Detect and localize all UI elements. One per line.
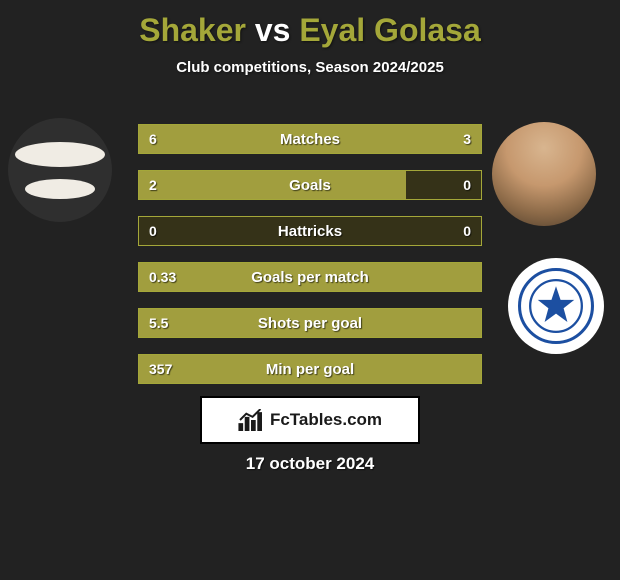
stat-label: Matches xyxy=(139,131,481,148)
stat-label: Min per goal xyxy=(139,361,481,378)
stat-value-right: 3 xyxy=(463,131,471,147)
player1-avatar xyxy=(8,118,112,222)
stat-label: Shots per goal xyxy=(139,315,481,332)
player2-name: Eyal Golasa xyxy=(299,12,480,48)
player1-name: Shaker xyxy=(139,12,246,48)
page-title: Shaker vs Eyal Golasa xyxy=(0,0,620,49)
player2-club-badge xyxy=(508,258,604,354)
brand-link[interactable]: FcTables.com xyxy=(200,396,420,444)
player2-avatar xyxy=(492,122,596,226)
stat-value-right: 0 xyxy=(463,223,471,239)
snapshot-date: 17 october 2024 xyxy=(0,454,620,474)
vs-text: vs xyxy=(255,12,291,48)
stats-table: 6Matches32Goals00Hattricks00.33Goals per… xyxy=(138,124,482,400)
stat-row: 0.33Goals per match xyxy=(138,262,482,292)
subtitle: Club competitions, Season 2024/2025 xyxy=(0,59,620,76)
stat-row: 0Hattricks0 xyxy=(138,216,482,246)
fctables-logo-icon xyxy=(238,409,264,431)
stat-row: 6Matches3 xyxy=(138,124,482,154)
brand-text: FcTables.com xyxy=(270,410,382,430)
stat-row: 5.5Shots per goal xyxy=(138,308,482,338)
stat-label: Hattricks xyxy=(139,223,481,240)
stat-label: Goals xyxy=(139,177,481,194)
stat-row: 357Min per goal xyxy=(138,354,482,384)
stat-label: Goals per match xyxy=(139,269,481,286)
stat-value-right: 0 xyxy=(463,177,471,193)
stat-row: 2Goals0 xyxy=(138,170,482,200)
